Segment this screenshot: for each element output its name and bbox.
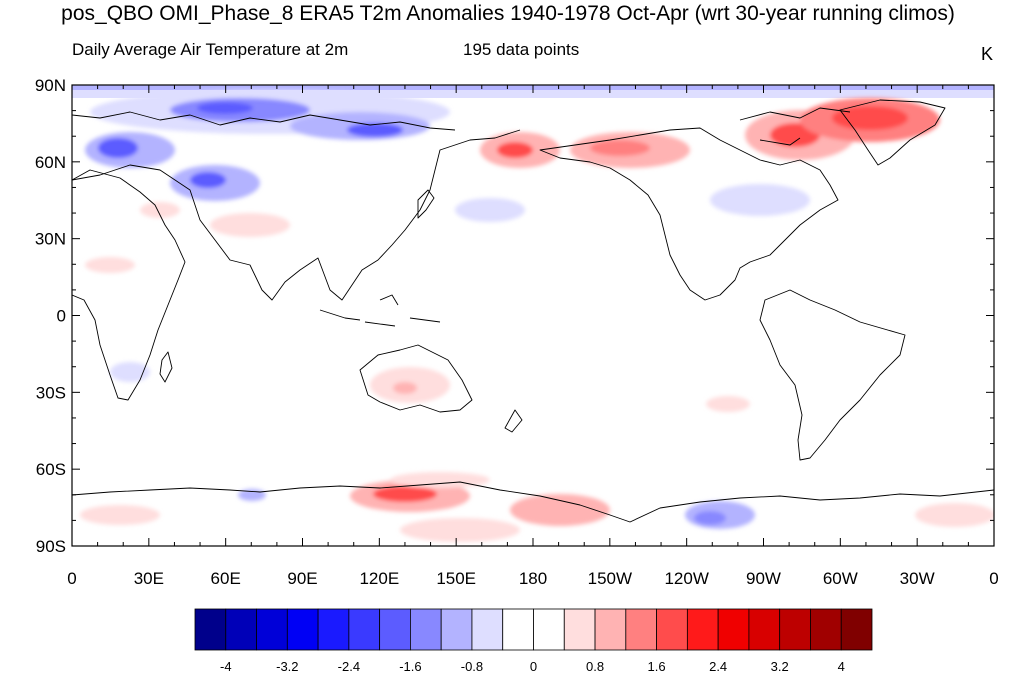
colorbar-box [748, 608, 781, 651]
arctic-coastline [72, 111, 456, 131]
colorbar-box [840, 608, 873, 651]
greenland-coastline [839, 99, 946, 166]
arctic-light-band [72, 90, 994, 98]
data-points-subtitle: 195 data points [463, 40, 580, 59]
colorbar-box [686, 608, 719, 651]
lat-tick-label: 60S [36, 460, 66, 479]
arctic-cold-anomaly-core-2 [197, 102, 253, 114]
variable-subtitle: Daily Average Air Temperature at 2m [72, 40, 349, 59]
colorbar-box [256, 608, 288, 651]
antarctic-cold-core [694, 511, 726, 525]
antarctic-warm-anomaly-4 [915, 503, 994, 527]
colorbar-box [502, 608, 534, 651]
colorbar-labels: -4 -3.2 -2.4 -1.6 -0.8 0 0.8 1.6 2.4 3.2 4 [220, 659, 845, 674]
colorbar-tick-label: 0 [530, 659, 537, 674]
colorbar-tick-label: -3.2 [276, 659, 298, 674]
colorbar-box [471, 608, 504, 651]
asia-warm-anomaly [210, 213, 290, 237]
colorbar-tick-label: 0.8 [586, 659, 604, 674]
antarctic-warm-anomaly-5 [80, 505, 160, 525]
eurasia-coastline [72, 129, 521, 301]
new-zealand-coastline [504, 409, 523, 433]
colorbar-tick-label: -1.6 [399, 659, 421, 674]
axis-ticks [71, 84, 995, 547]
lat-tick-label: 30N [35, 230, 66, 249]
madagascar-coastline [159, 351, 173, 383]
lon-tick-label: 60W [823, 569, 858, 588]
lat-tick-label: 90N [35, 76, 66, 95]
colorbar-tick-label: 1.6 [648, 659, 666, 674]
africa-coastline [72, 169, 186, 401]
siberia-cold-core [347, 123, 403, 137]
colorbar-box [656, 608, 688, 651]
australia-warm-core [393, 382, 417, 394]
lon-tick-label: 90E [287, 569, 317, 588]
lon-tick-label: 30W [900, 569, 935, 588]
na-cold-anomaly [710, 184, 810, 216]
colorbar-box [440, 608, 473, 651]
lon-tick-label: 180 [519, 569, 547, 588]
europe-warm-anomaly [140, 202, 180, 218]
colorbar-box [225, 608, 257, 651]
north-america-coastline [539, 127, 839, 301]
antarctic-warm-anomaly-2 [510, 494, 610, 526]
africa-warm-anomaly [85, 257, 135, 273]
colorbar-box [379, 608, 411, 651]
longitude-labels: 0 30E 60E 90E 120E 150E 180 150W 120W 90W 60W 30W 0 [67, 569, 998, 588]
colorbar-box [563, 608, 596, 651]
lat-tick-label: 90S [36, 537, 66, 556]
colorbar-box [779, 608, 811, 651]
lon-tick-label: 90W [746, 569, 781, 588]
colorbar-tick-label: -2.4 [338, 659, 360, 674]
colorbar-tick-label: -0.8 [461, 659, 483, 674]
lon-tick-label: 0 [67, 569, 76, 588]
bering-warm-core [497, 142, 533, 158]
lon-tick-label: 150E [436, 569, 476, 588]
colorbar-box [286, 608, 319, 651]
lat-tick-label: 0 [57, 307, 66, 326]
colorbar-box [348, 608, 381, 651]
colorbar-box [717, 608, 750, 651]
antarctica-coastline [72, 481, 994, 523]
lon-tick-label: 120E [359, 569, 399, 588]
units-label: K [981, 44, 994, 64]
south-pacific-warm-anomaly [706, 396, 750, 412]
colorbar-box [625, 608, 657, 651]
colorbar [194, 608, 873, 651]
indonesia-coastline [319, 294, 441, 327]
map-title: pos_QBO OMI_Phase_8 ERA5 T2m Anomalies 1… [61, 2, 955, 25]
lon-tick-label: 60E [211, 569, 241, 588]
lon-tick-label: 0 [989, 569, 998, 588]
lon-tick-label: 150W [588, 569, 632, 588]
central-asia-cold-core [190, 172, 226, 188]
colorbar-tick-label: 4 [838, 659, 845, 674]
lon-tick-label: 120W [664, 569, 708, 588]
lon-tick-label: 30E [134, 569, 164, 588]
australia-coastline [359, 344, 473, 413]
lat-tick-label: 60N [35, 153, 66, 172]
colorbar-box [594, 608, 627, 651]
canada-arctic-coastline [739, 107, 851, 146]
colorbar-box [194, 608, 227, 651]
south-america-coastline [759, 289, 906, 461]
scandinavia-cold-core [98, 138, 138, 158]
colorbar-box [810, 608, 842, 651]
alaska-warm-core [590, 140, 650, 156]
coastlines [72, 99, 994, 523]
latitude-labels: 90N 60N 30N 0 30S 60S 90S [35, 76, 66, 556]
colorbar-tick-label: 3.2 [771, 659, 789, 674]
antarctic-warm-core [373, 486, 437, 502]
colorbar-box [317, 608, 350, 651]
pacific-cold-anomaly [455, 198, 525, 222]
colorbar-tick-label: -4 [220, 659, 232, 674]
colorbar-box [410, 608, 442, 651]
lat-tick-label: 30S [36, 383, 66, 402]
southern-ocean-warm [390, 472, 490, 488]
japan-coastline [417, 189, 435, 219]
colorbar-tick-label: 2.4 [709, 659, 727, 674]
africa-cold-anomaly [110, 362, 150, 382]
colorbar-box [533, 608, 565, 651]
antarctic-warm-anomaly-3 [400, 518, 520, 542]
